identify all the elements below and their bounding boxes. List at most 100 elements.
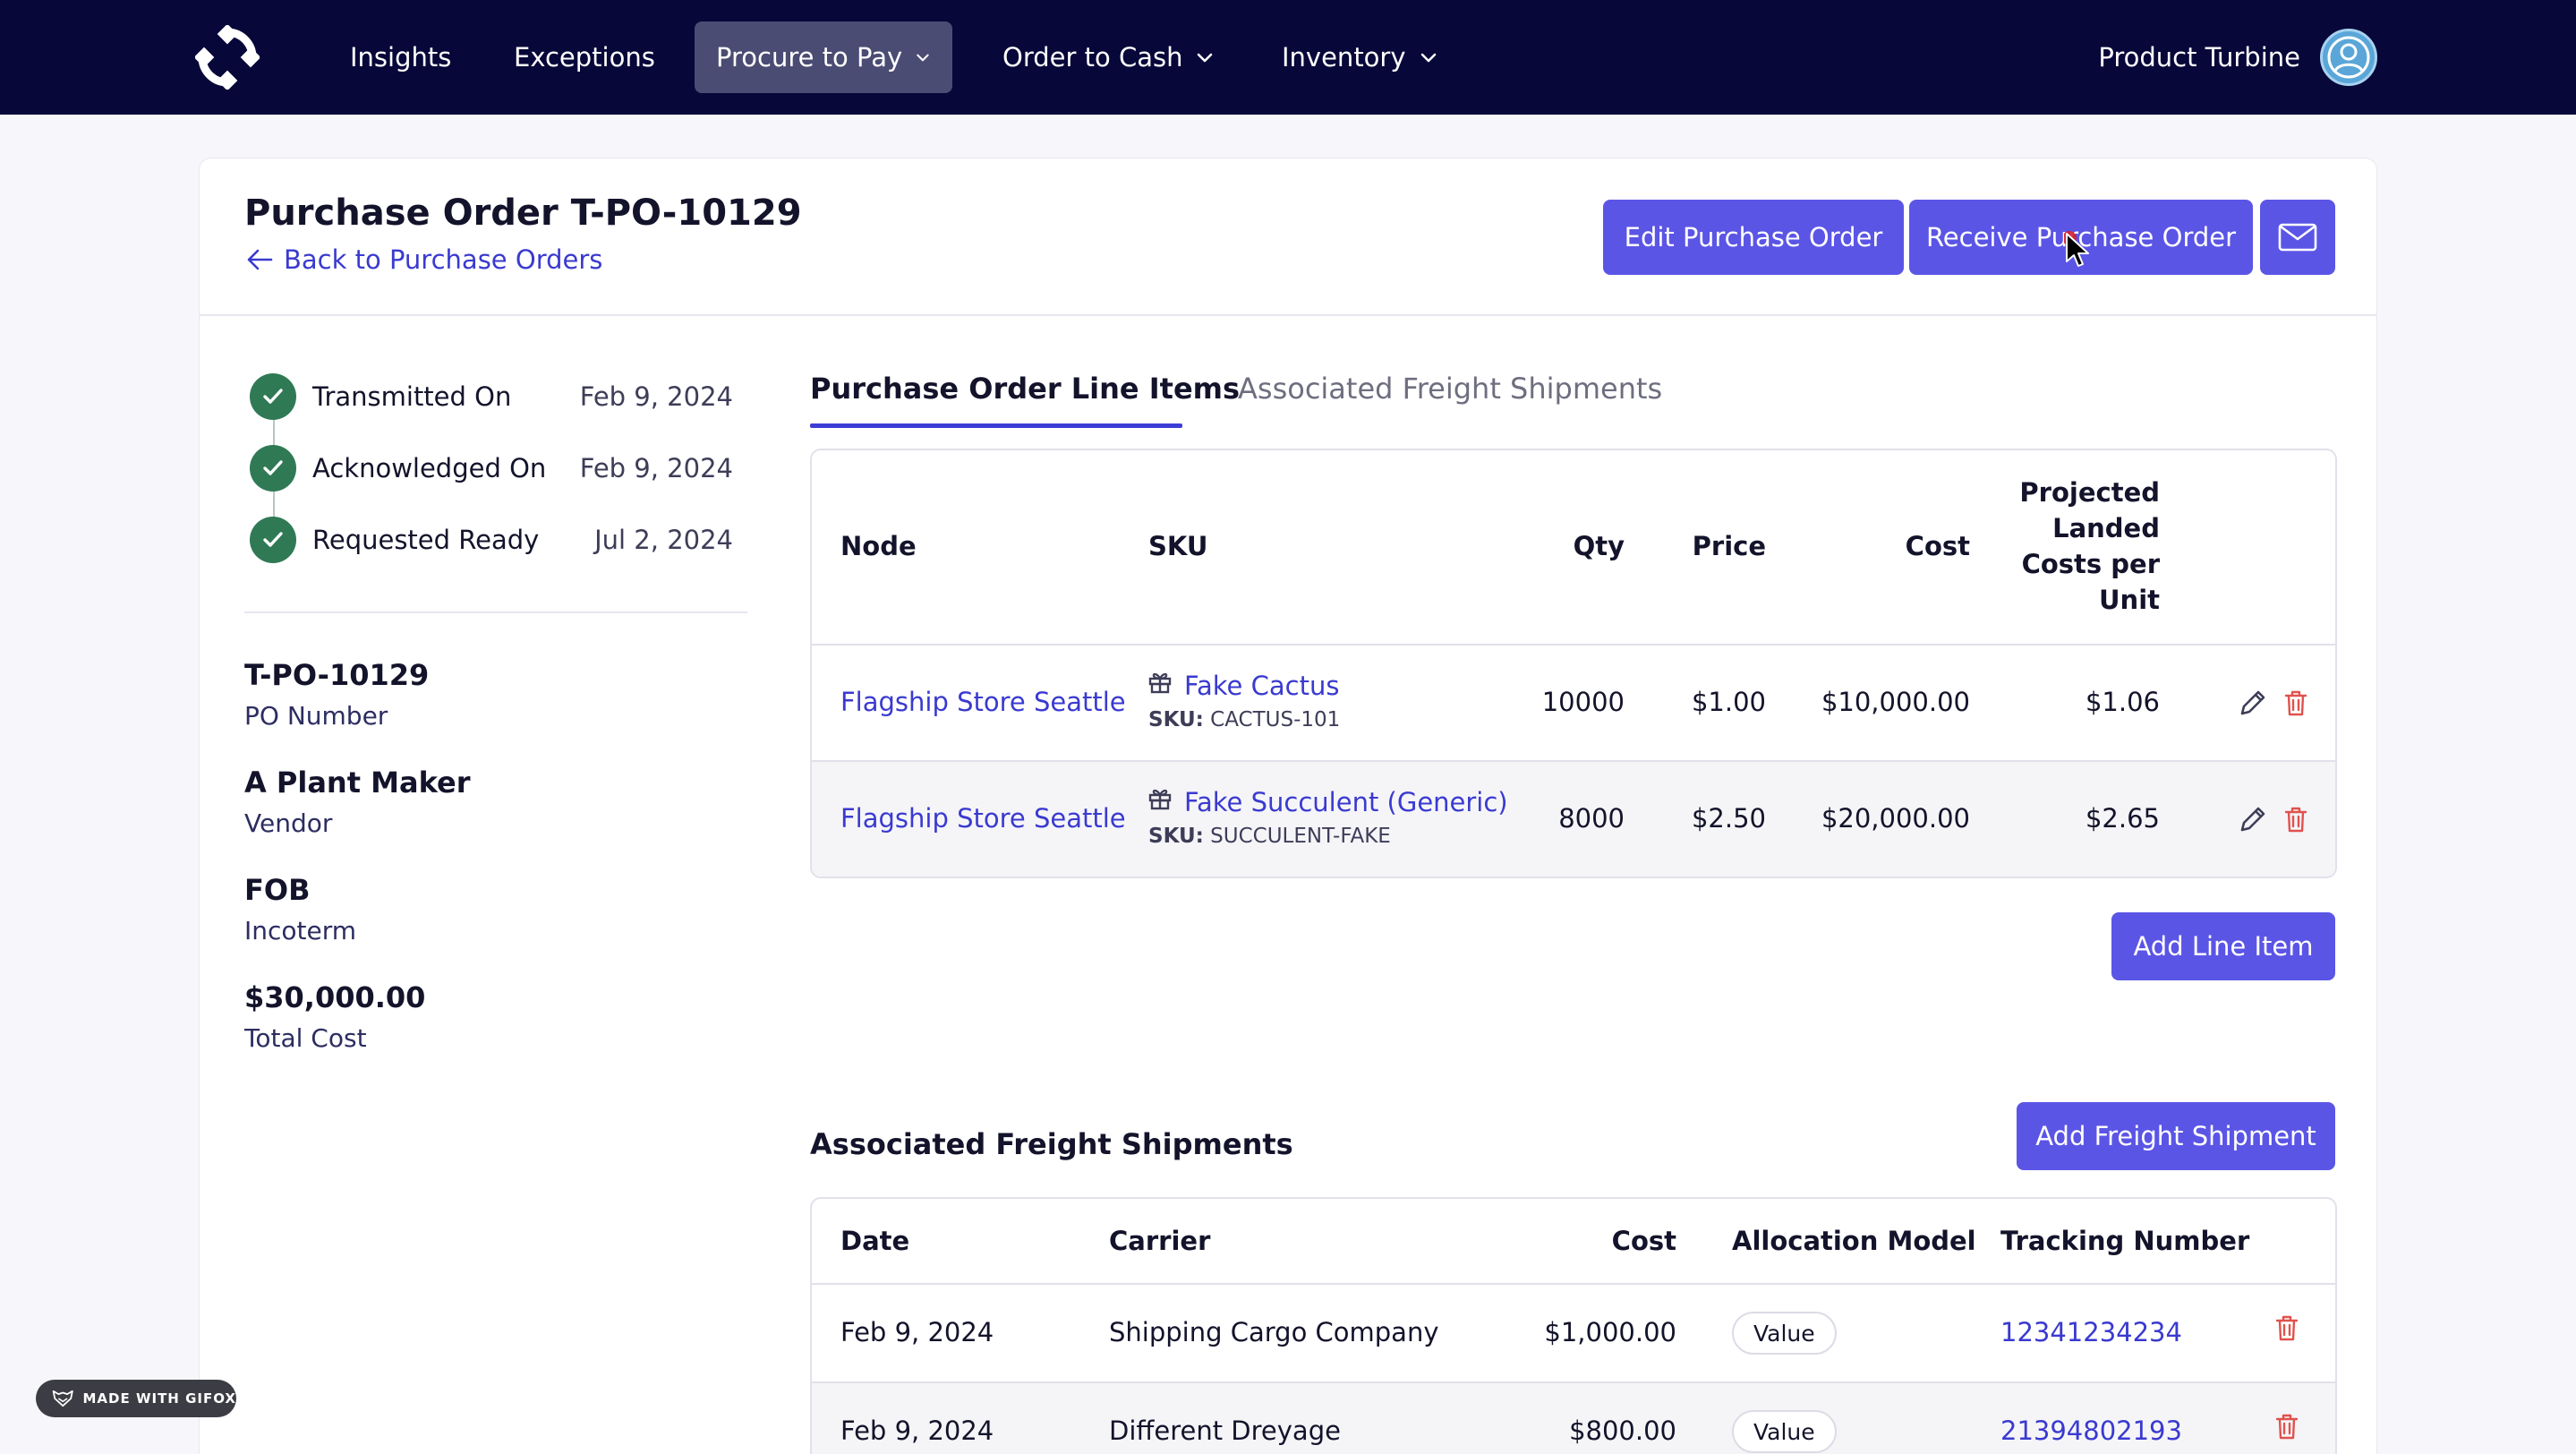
timeline-date: Feb 9, 2024	[579, 381, 733, 412]
allocation-badge: Value	[1732, 1312, 1837, 1355]
tab-freight-shipments[interactable]: Associated Freight Shipments	[1238, 372, 1663, 406]
trash-icon[interactable]	[2271, 1410, 2303, 1442]
cost-cell: $10,000.00	[1821, 687, 1970, 717]
column-header-sku: SKU	[1148, 531, 1208, 561]
sku-code: SKU: CACTUS-101	[1148, 708, 1340, 731]
cost-cell: $800.00	[1569, 1416, 1676, 1446]
nav-procure-to-pay-label: Procure to Pay	[716, 42, 903, 73]
allocation-badge: Value	[1732, 1410, 1837, 1453]
carrier-cell: Different Dreyage	[1109, 1416, 1341, 1446]
nav-exceptions-label: Exceptions	[514, 42, 655, 73]
chevron-down-icon	[1420, 53, 1436, 63]
tab-line-items[interactable]: Purchase Order Line Items	[810, 372, 1241, 406]
trash-icon[interactable]	[2271, 1312, 2303, 1344]
column-header-landed-line1: Projected	[2019, 477, 2160, 508]
column-header-qty: Qty	[1573, 531, 1625, 561]
sku-value: CACTUS-101	[1210, 708, 1341, 731]
column-header-landed-line3: Costs per	[2021, 549, 2160, 579]
landed-cost-cell: $1.06	[2085, 687, 2160, 717]
freight-section-title: Associated Freight Shipments	[810, 1127, 1293, 1161]
timeline-item: Requested Ready Jul 2, 2024	[250, 513, 733, 567]
column-header-date: Date	[840, 1226, 910, 1256]
gift-box-icon	[1148, 789, 1172, 810]
timeline-item: Transmitted On Feb 9, 2024	[250, 370, 733, 423]
sku-value: SUCCULENT-FAKE	[1210, 825, 1391, 848]
envelope-icon	[2278, 223, 2317, 252]
carrier-cell: Shipping Cargo Company	[1109, 1317, 1439, 1347]
column-header-allocation: Allocation Model	[1732, 1226, 1976, 1256]
top-navbar: Insights Exceptions Procure to Pay Order…	[0, 0, 2576, 115]
pencil-icon[interactable]	[2237, 687, 2269, 719]
sku-prefix: SKU:	[1148, 708, 1204, 731]
product-link[interactable]: Fake Succulent (Generic)	[1184, 787, 1508, 817]
column-header-price: Price	[1692, 531, 1766, 561]
qty-cell: 10000	[1541, 687, 1625, 717]
email-button[interactable]	[2260, 200, 2335, 275]
pencil-icon[interactable]	[2237, 803, 2269, 835]
incoterm-label: Incoterm	[244, 916, 357, 945]
gifox-watermark-badge: MADE WITH GIFOX	[36, 1380, 236, 1417]
node-link[interactable]: Flagship Store Seattle	[840, 687, 1126, 717]
nav-procure-to-pay[interactable]: Procure to Pay	[695, 21, 952, 93]
vendor-label: Vendor	[244, 808, 333, 838]
edit-purchase-order-button[interactable]: Edit Purchase Order	[1603, 200, 1904, 275]
timeline-label: Acknowledged On	[312, 453, 547, 483]
nav-exceptions[interactable]: Exceptions	[492, 21, 677, 93]
column-header-tracking: Tracking Number	[2000, 1226, 2250, 1256]
app-logo-icon[interactable]	[195, 25, 260, 90]
check-circle-icon	[250, 517, 296, 563]
table-row: Flagship Store Seattle Fake Succulent (G…	[812, 760, 2335, 877]
timeline-date: Feb 9, 2024	[579, 453, 733, 483]
table-row: Feb 9, 2024 Shipping Cargo Company $1,00…	[812, 1283, 2335, 1381]
product-link[interactable]: Fake Cactus	[1184, 671, 1340, 701]
table-row: Feb 9, 2024 Different Dreyage $800.00 Va…	[812, 1381, 2335, 1454]
user-name[interactable]: Product Turbine	[2098, 42, 2300, 73]
timeline-label: Requested Ready	[312, 525, 540, 555]
timeline-connector	[273, 490, 275, 538]
nav-inventory[interactable]: Inventory	[1260, 21, 1460, 93]
total-cost-label: Total Cost	[244, 1023, 367, 1053]
nav-insights[interactable]: Insights	[328, 21, 473, 93]
nav-insights-label: Insights	[350, 42, 452, 73]
tracking-number-link[interactable]: 21394802193	[2000, 1416, 2182, 1446]
add-freight-shipment-button[interactable]: Add Freight Shipment	[2017, 1102, 2335, 1170]
timeline-label: Transmitted On	[312, 381, 512, 412]
nav-order-to-cash-label: Order to Cash	[1002, 42, 1183, 73]
arrow-left-icon	[247, 249, 273, 270]
purchase-order-card: Purchase Order T-PO-10129 Back to Purcha…	[199, 158, 2377, 1454]
sku-code: SKU: SUCCULENT-FAKE	[1148, 825, 1391, 848]
avatar[interactable]	[2320, 29, 2377, 86]
qty-cell: 8000	[1558, 803, 1625, 834]
cost-cell: $1,000.00	[1544, 1317, 1676, 1347]
freight-shipments-table: Date Carrier Cost Allocation Model Track…	[810, 1197, 2337, 1454]
fox-logo-icon	[52, 1390, 73, 1407]
back-link-label: Back to Purchase Orders	[284, 244, 603, 275]
price-cell: $2.50	[1691, 803, 1766, 834]
date-cell: Feb 9, 2024	[840, 1416, 994, 1446]
chevron-down-icon	[1198, 53, 1213, 63]
line-items-table: Node SKU Qty Price Cost Projected Landed…	[810, 449, 2337, 878]
trash-icon[interactable]	[2280, 803, 2312, 835]
po-number-value: T-PO-10129	[244, 658, 430, 692]
user-avatar-icon	[2327, 36, 2370, 79]
incoterm-value: FOB	[244, 873, 311, 907]
node-link[interactable]: Flagship Store Seattle	[840, 803, 1126, 834]
trash-icon[interactable]	[2280, 687, 2312, 719]
tracking-number-link[interactable]: 12341234234	[2000, 1317, 2182, 1347]
nav-order-to-cash[interactable]: Order to Cash	[981, 21, 1236, 93]
column-header-landed-line2: Landed	[2052, 513, 2160, 543]
add-line-item-button[interactable]: Add Line Item	[2111, 912, 2335, 980]
date-cell: Feb 9, 2024	[840, 1317, 994, 1347]
page-title: Purchase Order T-PO-10129	[244, 192, 802, 234]
timeline-date: Jul 2, 2024	[594, 525, 733, 555]
check-circle-icon	[250, 445, 296, 492]
gift-box-icon	[1148, 672, 1172, 694]
check-circle-icon	[250, 373, 296, 420]
timeline-item: Acknowledged On Feb 9, 2024	[250, 441, 733, 495]
landed-cost-cell: $2.65	[2085, 803, 2160, 834]
table-row: Flagship Store Seattle Fake Cactus SKU: …	[812, 644, 2335, 760]
total-cost-value: $30,000.00	[244, 980, 426, 1014]
sku-prefix: SKU:	[1148, 825, 1204, 848]
receive-purchase-order-button[interactable]: Receive Purchase Order	[1909, 200, 2253, 275]
back-to-purchase-orders-link[interactable]: Back to Purchase Orders	[246, 244, 602, 275]
